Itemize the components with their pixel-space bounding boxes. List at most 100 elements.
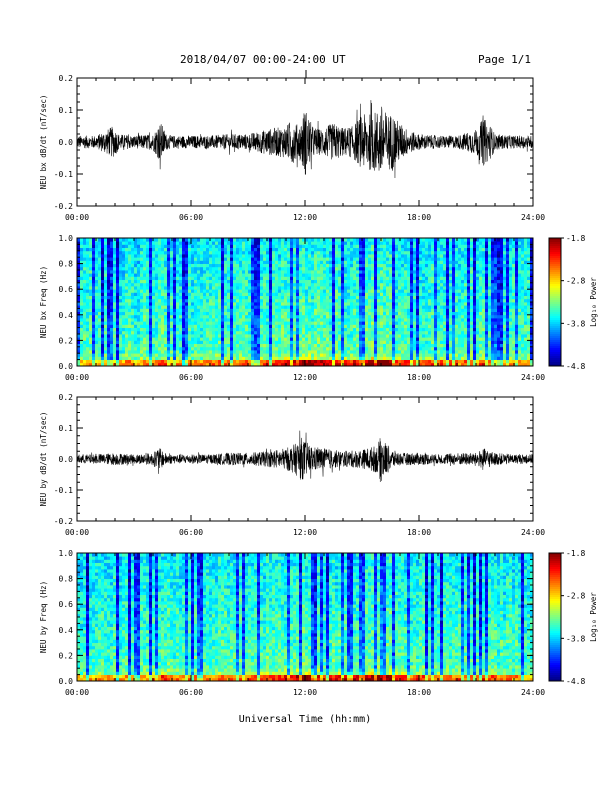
spec-cell [389,298,393,303]
spec-cell [380,286,384,290]
spec-cell [401,359,405,364]
spec-cell [233,346,237,351]
spec-cell [215,238,219,242]
spec-cell [293,292,297,296]
spec-cell [374,282,378,287]
spec-cell [275,260,279,264]
spec-cell [251,356,255,360]
spec-cell [275,324,279,328]
spec-cell [98,298,102,303]
spec-cell [287,279,291,284]
spec-cell [401,302,405,306]
spec-cell [419,337,423,341]
spec-cell [89,353,93,357]
spec-cell [368,282,372,287]
spec-cell [389,350,393,354]
spec-cell [395,321,399,325]
spec-cell [323,359,327,364]
spec-cell [173,250,177,255]
spec-cell [269,318,273,322]
y-tick-label: -0.1 [54,170,73,179]
spec-cell [332,282,336,287]
spec-cell [209,289,213,293]
spec-cell [161,350,165,354]
spec-cell [413,257,417,261]
spec-cell [173,276,177,280]
spec-cell [431,321,435,325]
spec-cell [80,362,84,367]
spec-cell [302,279,306,284]
y-tick-label: 0.2 [59,74,74,83]
spec-cell [314,254,318,258]
spec-cell [137,350,141,354]
spec-cell [107,330,111,335]
spec-cell [107,244,111,248]
spec-cell [431,327,435,332]
spec-cell [179,353,183,357]
spec-cell [416,324,420,328]
spec-cell [209,305,213,309]
spec-cell [254,353,258,357]
spec-cell [362,292,366,296]
spec-cell [173,266,177,271]
spec-cell [77,343,81,348]
spec-cell [254,350,258,354]
spec-cell [152,295,156,300]
spec-cell [197,330,201,335]
spec-cell [335,247,339,252]
spec-cell [203,340,207,344]
spec-cell [395,350,399,354]
spec-cell [326,289,330,293]
spec-cell [170,353,174,357]
spec-cell [143,346,147,351]
spec-cell [329,334,333,338]
spec-cell [377,324,381,328]
spec-cell [416,350,420,354]
spec-cell [287,266,291,271]
spec-cell [107,276,111,280]
spec-cell [299,266,303,271]
spec-cell [116,330,120,335]
spec-cell [239,330,243,335]
spec-cell [299,273,303,277]
spec-cell [242,238,246,242]
spec-cell [341,282,345,287]
spec-cell [434,250,438,255]
spec-cell [371,330,375,335]
spec-cell [257,343,261,348]
spec-cell [230,282,234,287]
spec-cell [86,270,90,274]
spec-cell [245,308,249,312]
spec-cell [83,263,87,268]
spec-cell [134,263,138,268]
spec-cell [164,327,168,332]
spec-cell [356,321,360,325]
spec-cell [221,346,225,351]
spec-cell [416,273,420,277]
spec-cell [206,247,210,252]
spec-cell [335,279,339,284]
spec-cell [134,276,138,280]
spec-cell [281,257,285,261]
spec-cell [98,362,102,367]
spec-cell [248,276,252,280]
spec-cell [176,346,180,351]
spec-cell [158,244,162,248]
spec-cell [260,353,264,357]
spec-cell [107,308,111,312]
spec-cell [182,282,186,287]
spec-cell [347,282,351,287]
spec-cell [287,305,291,309]
spec-cell [425,330,429,335]
spec-cell [329,289,333,293]
spec-cell [311,321,315,325]
spec-cell [191,302,195,306]
spec-cell [263,279,267,284]
spec-cell [245,356,249,360]
spec-cell [131,359,135,364]
spec-cell [434,298,438,303]
spec-cell [158,292,162,296]
spec-cell [77,292,81,296]
spec-cell [107,266,111,271]
spec-cell [260,334,264,338]
